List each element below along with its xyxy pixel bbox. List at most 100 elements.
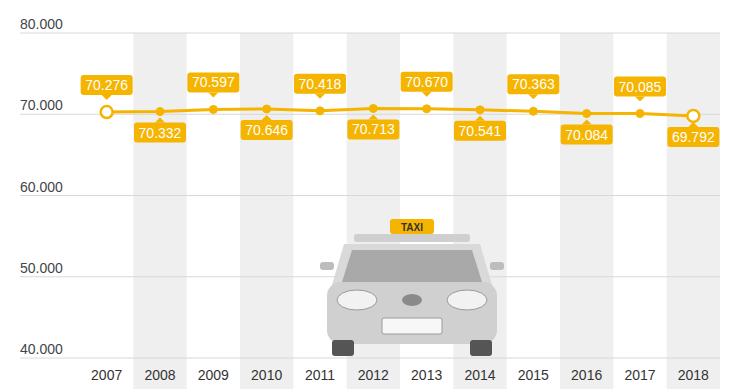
data-label-group: 70.276 [81,75,133,100]
data-label-group: 70.541 [454,116,506,141]
taxi-sign [390,219,434,234]
x-tick-label: 2014 [464,367,495,383]
data-label-group: 70.363 [507,74,559,99]
data-label-pointer [208,92,218,97]
point [529,107,537,115]
data-label-box [667,127,719,147]
data-label-box [401,72,453,92]
data-label-box [81,75,133,95]
grid-line [20,195,720,196]
grid-line [20,33,720,34]
car-mirror [320,262,334,270]
data-label-pointer [262,115,272,120]
chart: 40.000 50.000 60.000 70.000 80.000 2007 2008 20… [0,0,740,389]
data-label: 70.670 [405,74,448,90]
data-label-pointer [315,94,325,99]
data-label-box [187,72,239,92]
column-band [240,33,293,389]
data-label-group: 70.084 [561,120,613,145]
data-label-pointer [688,122,698,127]
car-windshield [342,250,482,282]
data-label: 70.646 [245,122,288,138]
x-tick-label: 2018 [678,367,709,383]
data-label-box [134,123,186,143]
x-tick-label: 2015 [518,367,549,383]
data-label-box [507,74,559,94]
data-label-box [454,121,506,141]
point [369,104,377,112]
car-plate [382,318,442,334]
line [107,108,694,115]
car-mirror [490,262,504,270]
point [476,106,484,114]
series-group [101,104,700,121]
point [263,105,271,113]
data-label-pointer [368,114,378,119]
data-label: 70.418 [299,76,342,92]
data-label-group: 70.597 [187,72,239,97]
y-tick-label: 40.000 [20,341,63,357]
point [316,107,324,115]
data-label-box [294,74,346,94]
data-label-group: 70.670 [401,72,453,97]
car-cabin [332,244,492,285]
x-tick-label: 2013 [411,367,442,383]
annotation: TAXI [401,222,423,233]
point [636,110,644,118]
data-label-pointer [528,94,538,99]
y-tick-label: 80.000 [20,16,63,32]
taxi-illustration: TAXI [320,219,504,356]
column-band [667,33,720,389]
data-label-pointer [102,95,112,100]
data-label-pointer [422,92,432,97]
point [423,105,431,113]
data-label: 70.713 [352,121,395,137]
data-label-box [241,120,293,140]
data-label-box [614,77,666,97]
data-label-group: 70.646 [241,115,293,140]
data-label-pointer [155,118,165,123]
data-label-group: 70.418 [294,74,346,99]
data-label: 70.541 [459,123,502,139]
data-label-group: 70.713 [347,114,399,139]
data-label-group: 69.792 [667,122,719,147]
column-band [560,33,613,389]
data-label: 70.085 [619,79,662,95]
grid-line [20,358,720,359]
y-tick-label: 60.000 [20,179,63,195]
x-tick-label: 2008 [144,367,175,383]
data-label: 70.363 [512,76,555,92]
car-wheel [470,340,492,356]
data-label-pointer [582,120,592,125]
data-label: 70.276 [85,77,128,93]
point [101,106,113,118]
x-tick-label: 2012 [358,367,389,383]
data-label-pointer [635,97,645,102]
car-headlight [337,290,377,310]
x-tick-label: 2010 [251,367,282,383]
car-headlight [447,290,487,310]
car-body [327,282,497,344]
data-label: 70.597 [192,74,235,90]
point [583,110,591,118]
x-tick-label: 2017 [624,367,655,383]
y-tick-label: 70.000 [20,97,63,113]
column-band [133,33,186,389]
car-emblem [402,294,422,306]
data-label-pointer [475,116,485,121]
x-tick-label: 2011 [305,367,335,383]
data-label-group: 70.332 [134,118,186,143]
point [209,105,217,113]
x-tick-label: 2016 [571,367,602,383]
car-roof [354,234,470,242]
point [156,108,164,116]
data-label-box [561,125,613,145]
y-tick-label: 50.000 [20,260,63,276]
data-label: 70.084 [565,127,608,143]
x-tick-label: 2007 [91,367,122,383]
data-label: 69.792 [672,129,715,145]
point [687,110,699,122]
car-wheel [332,340,354,356]
data-label-box [347,119,399,139]
data-label: 70.332 [139,125,182,141]
